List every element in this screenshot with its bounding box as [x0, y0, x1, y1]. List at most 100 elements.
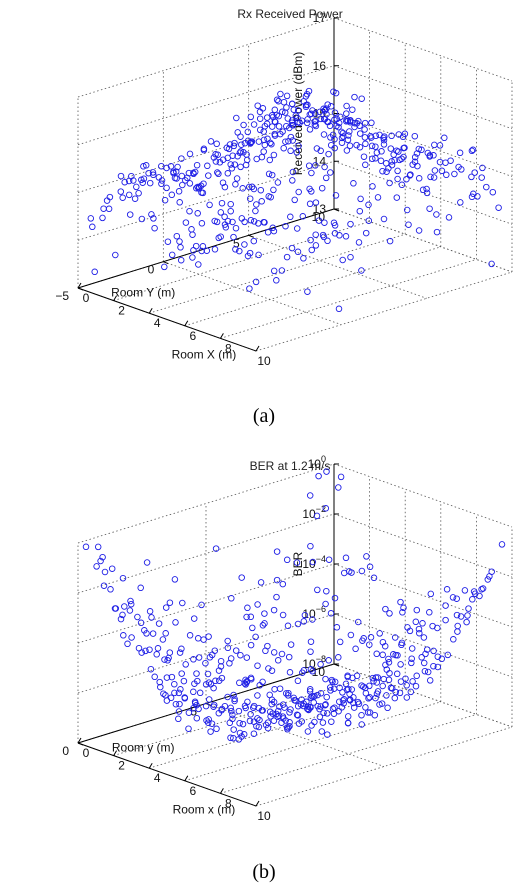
data-point	[374, 194, 382, 201]
data-point	[456, 149, 464, 157]
data-point	[242, 161, 250, 169]
data-point	[227, 161, 234, 168]
data-point	[140, 163, 147, 170]
data-point	[390, 651, 397, 658]
data-point	[119, 194, 126, 201]
data-point	[391, 156, 398, 164]
data-point	[424, 668, 432, 676]
data-point	[162, 630, 169, 637]
data-point	[246, 195, 254, 202]
data-point	[286, 709, 293, 716]
data-point	[189, 254, 196, 261]
data-point	[384, 704, 391, 712]
gridline-y	[163, 261, 342, 326]
data-point	[335, 305, 343, 313]
data-point	[447, 157, 454, 164]
x-tick-label: 2	[118, 304, 125, 318]
data-point	[362, 161, 369, 169]
data-point	[307, 694, 315, 701]
data-point	[243, 654, 251, 661]
data-point	[195, 185, 202, 192]
data-point	[344, 719, 352, 727]
data-point	[215, 667, 223, 674]
data-point	[403, 206, 411, 214]
data-point	[270, 606, 278, 614]
data-point	[224, 693, 231, 701]
data-point	[247, 674, 255, 682]
data-point	[373, 650, 380, 658]
data-point	[244, 604, 251, 612]
data-point	[284, 115, 292, 122]
data-point	[259, 622, 267, 629]
data-point	[266, 691, 273, 699]
data-point	[161, 196, 169, 204]
data-point	[431, 141, 438, 149]
data-point	[241, 680, 249, 687]
data-point	[273, 593, 280, 601]
gridline-z	[333, 65, 513, 130]
data-point	[319, 231, 327, 239]
data-point	[210, 684, 217, 692]
data-point	[295, 142, 302, 150]
data-point	[212, 677, 219, 685]
data-point	[274, 657, 282, 664]
data-point	[171, 680, 178, 688]
data-point	[206, 201, 213, 209]
data-point	[213, 140, 220, 148]
data-point	[261, 610, 268, 617]
data-point	[164, 657, 171, 664]
data-point	[322, 174, 330, 182]
data-point	[256, 126, 264, 134]
y-tick-label: 5	[233, 236, 240, 250]
data-point	[385, 655, 392, 663]
y-tick-label: −5	[55, 289, 69, 303]
data-point	[250, 237, 258, 245]
data-point	[175, 689, 183, 697]
data-point	[228, 707, 235, 715]
data-point	[158, 177, 166, 184]
data-point	[246, 285, 253, 292]
data-point	[362, 229, 370, 237]
data-point	[91, 268, 98, 276]
data-point	[270, 227, 278, 235]
data-point	[290, 694, 298, 702]
data-point	[247, 216, 255, 224]
data-point	[276, 685, 284, 692]
data-point	[304, 728, 312, 735]
data-point	[474, 193, 481, 200]
data-point	[327, 134, 334, 141]
data-point	[232, 224, 240, 232]
data-point	[175, 708, 183, 715]
data-point	[304, 703, 311, 710]
data-point	[386, 237, 394, 245]
data-point	[190, 704, 197, 712]
y-tick	[163, 261, 169, 265]
data-point	[142, 647, 149, 655]
data-point	[365, 217, 373, 224]
data-point	[167, 694, 175, 702]
data-point	[282, 138, 289, 145]
data-point	[409, 678, 416, 685]
gridline-z	[77, 563, 335, 644]
data-point	[399, 133, 407, 141]
data-point	[277, 90, 284, 98]
data-point	[359, 637, 366, 644]
data-point	[408, 655, 415, 662]
data-point	[464, 612, 471, 619]
data-point	[339, 697, 347, 704]
z-tick-label: 13	[313, 202, 327, 216]
data-point	[231, 695, 238, 703]
data-point	[308, 693, 316, 700]
data-point	[355, 700, 363, 708]
data-point	[348, 686, 356, 693]
data-point	[369, 674, 377, 682]
data-point	[128, 634, 135, 641]
data-point	[347, 253, 354, 261]
data-point	[229, 218, 236, 226]
data-point	[236, 729, 244, 737]
scatter-points	[82, 468, 506, 743]
data-point	[326, 122, 334, 130]
data-point	[373, 149, 381, 156]
data-point	[162, 691, 169, 699]
